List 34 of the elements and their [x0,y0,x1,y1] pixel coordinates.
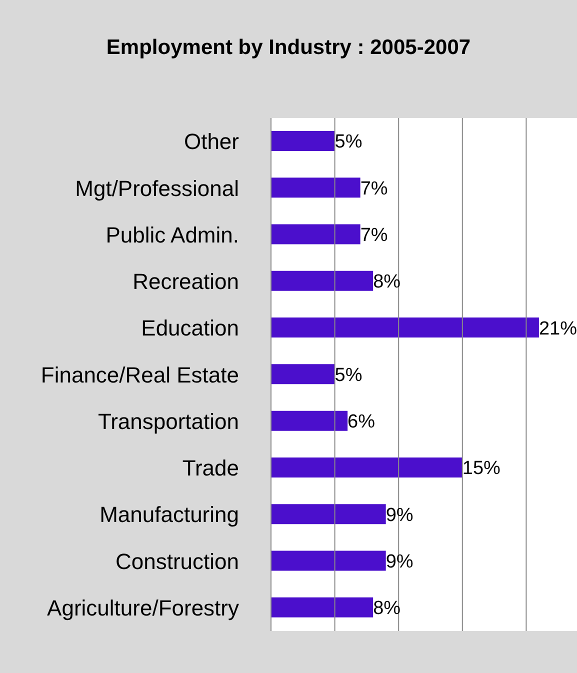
y-tick-label: Recreation [132,269,239,294]
data-label: 9% [386,504,414,526]
y-tick-label: Other [184,129,239,154]
y-tick-label: Transportation [98,408,239,434]
bar [271,270,374,291]
chart-title: Employment by Industry : 2005-2007 [105,36,472,60]
bar [271,457,462,478]
data-label: 7% [360,225,388,246]
data-label: 21% [538,318,577,340]
y-tick-label: Education [141,316,239,341]
y-tick-label: Public Admin. [106,222,239,248]
y-tick-label: Agriculture/Forestry [47,595,239,620]
bar [271,550,386,571]
data-label: 8% [373,272,401,293]
y-tick-label: Manufacturing [100,502,239,528]
y-tick-label: Finance/Real Estate [40,362,239,388]
bar [271,597,374,618]
bar [271,224,360,244]
data-label: 5% [334,132,362,153]
bar [271,504,386,524]
bar [271,131,335,151]
bar [271,364,335,384]
data-label: 8% [373,598,401,620]
y-tick-label: Mgt/Professional [75,176,239,201]
y-tick-label: Construction [115,548,239,574]
data-label: 7% [360,178,388,200]
bar [271,318,539,338]
y-tick-label: Trade [182,456,239,481]
data-label: 9% [386,551,414,572]
bar [271,410,348,431]
data-label: 15% [462,458,501,480]
bar [271,178,360,198]
data-label: 6% [348,412,376,433]
data-label: 5% [334,364,362,386]
